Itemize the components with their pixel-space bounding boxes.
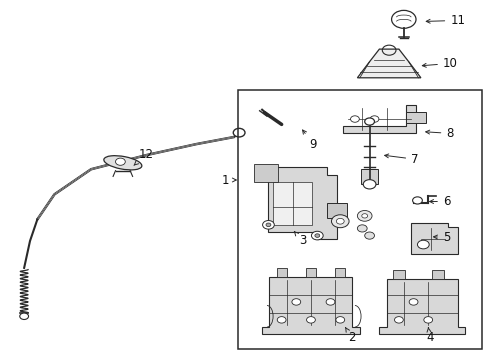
Circle shape — [233, 129, 245, 137]
Circle shape — [362, 214, 368, 218]
Polygon shape — [393, 270, 405, 279]
Text: 1: 1 — [222, 174, 236, 186]
Polygon shape — [406, 112, 426, 123]
Polygon shape — [361, 169, 378, 184]
Circle shape — [394, 317, 403, 323]
Text: 10: 10 — [422, 57, 458, 70]
Circle shape — [409, 299, 418, 305]
Circle shape — [350, 116, 359, 122]
Polygon shape — [335, 268, 345, 277]
Circle shape — [365, 232, 374, 239]
Circle shape — [20, 313, 28, 319]
Text: 7: 7 — [385, 153, 418, 166]
Polygon shape — [259, 167, 337, 239]
Circle shape — [357, 225, 367, 232]
Circle shape — [277, 317, 286, 323]
Polygon shape — [379, 279, 465, 334]
Text: 6: 6 — [430, 195, 450, 208]
Circle shape — [413, 197, 422, 204]
Text: 2: 2 — [345, 328, 355, 343]
Bar — [238, 90, 482, 348]
Circle shape — [266, 223, 271, 226]
Text: 11: 11 — [426, 14, 465, 27]
Polygon shape — [327, 203, 346, 218]
Circle shape — [357, 211, 372, 221]
Text: 9: 9 — [302, 130, 317, 150]
Circle shape — [315, 234, 320, 237]
Circle shape — [417, 240, 429, 249]
Text: 8: 8 — [426, 127, 454, 140]
Circle shape — [370, 116, 379, 122]
Text: 4: 4 — [426, 328, 434, 343]
Circle shape — [116, 158, 125, 165]
Polygon shape — [277, 268, 287, 277]
Circle shape — [331, 215, 349, 228]
Text: 12: 12 — [134, 148, 154, 165]
Circle shape — [326, 299, 335, 305]
Circle shape — [424, 317, 433, 323]
Polygon shape — [262, 277, 360, 334]
Circle shape — [307, 317, 316, 323]
Polygon shape — [273, 182, 313, 225]
Circle shape — [363, 180, 376, 189]
Polygon shape — [357, 49, 421, 78]
Text: 3: 3 — [294, 231, 306, 247]
Circle shape — [263, 221, 274, 229]
Circle shape — [312, 231, 323, 240]
Polygon shape — [343, 105, 416, 134]
Circle shape — [336, 317, 344, 323]
Circle shape — [365, 118, 374, 125]
Polygon shape — [254, 164, 278, 182]
Text: 5: 5 — [434, 231, 450, 244]
Circle shape — [336, 219, 344, 224]
Polygon shape — [411, 223, 458, 253]
Ellipse shape — [104, 156, 142, 170]
Polygon shape — [306, 268, 316, 277]
Circle shape — [292, 299, 301, 305]
Polygon shape — [432, 270, 444, 279]
